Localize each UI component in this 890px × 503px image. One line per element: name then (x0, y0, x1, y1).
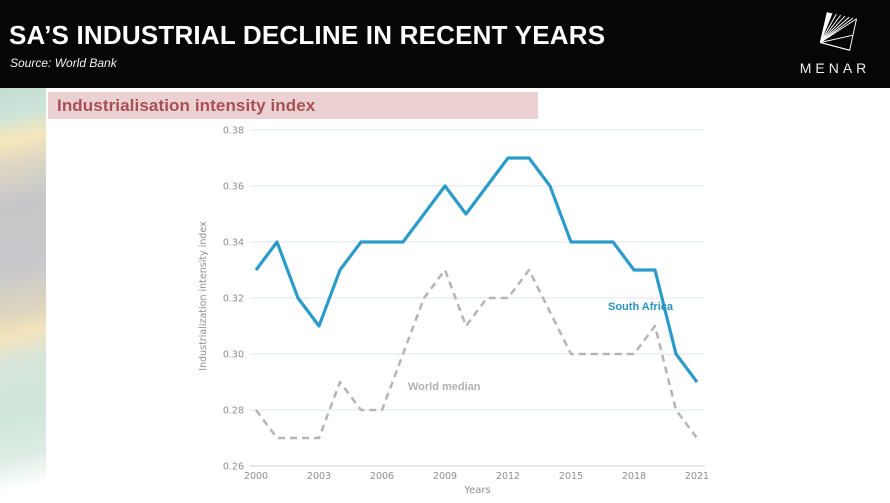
series-label-world-median: World median (408, 381, 481, 393)
svg-text:2021: 2021 (685, 471, 709, 482)
svg-text:0.34: 0.34 (223, 238, 244, 249)
svg-text:0.36: 0.36 (223, 182, 244, 193)
page-title: SA’S INDUSTRIAL DECLINE IN RECENT YEARS (9, 20, 606, 50)
series-label-south-africa: South Africa (608, 301, 673, 313)
svg-text:0.32: 0.32 (223, 294, 244, 305)
svg-text:2000: 2000 (244, 471, 268, 482)
chart-canvas: 0.26 0.28 0.30 0.32 0.34 0.36 0.38 2000 2003 2006… (198, 126, 709, 497)
line-chart: 0.26 0.28 0.30 0.32 0.34 0.36 0.38 2000 2003 2006… (190, 118, 710, 498)
svg-text:2012: 2012 (496, 471, 520, 482)
header-bar: SA’S INDUSTRIAL DECLINE IN RECENT YEARS … (0, 0, 890, 88)
svg-text:2006: 2006 (370, 471, 394, 482)
svg-text:0.38: 0.38 (223, 126, 244, 137)
svg-text:2018: 2018 (622, 471, 646, 482)
svg-text:0.30: 0.30 (223, 350, 244, 361)
menar-logo-icon (819, 12, 858, 51)
svg-text:0.28: 0.28 (223, 406, 244, 417)
source-note: Source: World Bank (10, 56, 117, 70)
svg-text:Years: Years (463, 485, 490, 496)
chart-title: Industrialisation intensity index (57, 95, 316, 115)
svg-text:2009: 2009 (433, 471, 457, 482)
chart-title-banner: Industrialisation intensity index (48, 92, 538, 119)
svg-text:0.26: 0.26 (223, 462, 244, 473)
flag-strip-decoration (0, 88, 46, 500)
svg-text:2003: 2003 (307, 471, 331, 482)
svg-text:Industrialization intensity in: Industrialization intensity index (198, 221, 209, 371)
menar-logo: MENAR (796, 8, 874, 76)
svg-text:2015: 2015 (559, 471, 583, 482)
menar-logo-text: MENAR (799, 60, 871, 76)
